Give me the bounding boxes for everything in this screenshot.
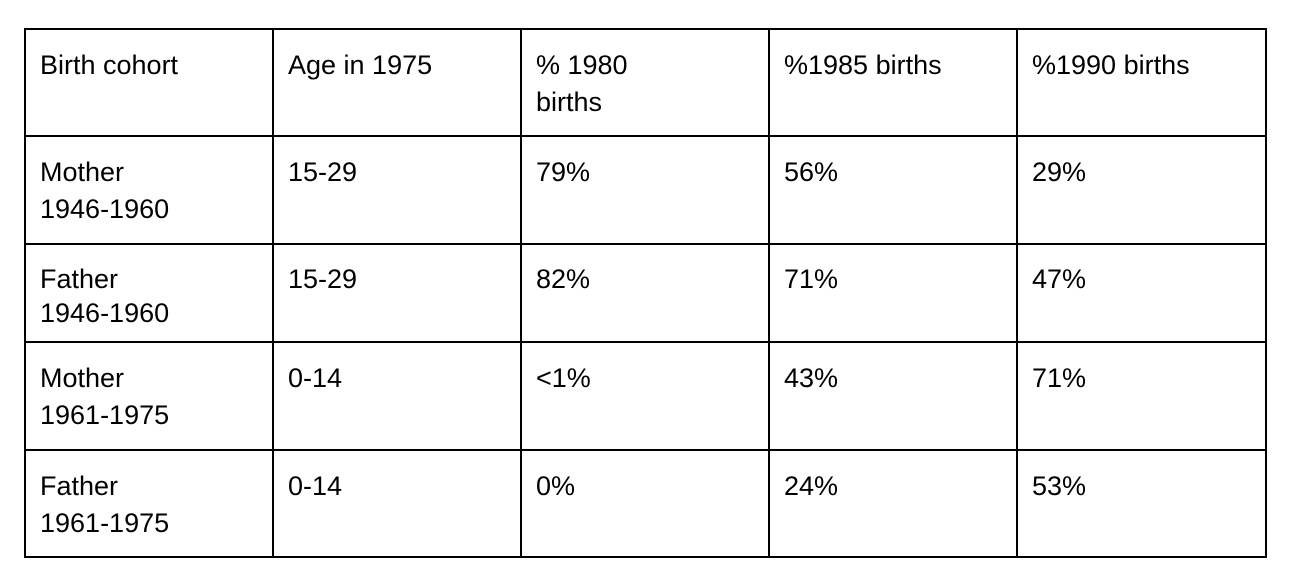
cell-1985: 56%: [768, 135, 1018, 245]
header-1980-line-1: % 1980: [536, 50, 628, 80]
cell-1985: 24%: [768, 449, 1018, 558]
table-row: Mother 1946-1960 15-29 79% 56% 29%: [24, 135, 1267, 245]
cohort-years: 1961-1975: [40, 508, 170, 538]
cell-1990: 71%: [1016, 341, 1267, 451]
header-1980-births: % 1980 births: [520, 28, 770, 137]
cell-cohort: Father 1961-1975: [24, 449, 274, 558]
header-1990-births: %1990 births: [1016, 28, 1267, 137]
cohort-parent: Father: [40, 264, 119, 294]
cell-1990: 53%: [1016, 449, 1267, 558]
cell-1990: 29%: [1016, 135, 1267, 245]
header-1985-births: %1985 births: [768, 28, 1018, 137]
cell-cohort: Mother 1946-1960: [24, 135, 274, 245]
table-row: Father 1946-1960 15-29 82% 71% 47%: [24, 243, 1267, 343]
cell-age: 0-14: [272, 341, 522, 451]
cohort-parent: Father: [40, 471, 119, 501]
cell-1985: 71%: [768, 243, 1018, 343]
cell-cohort: Mother 1961-1975: [24, 341, 274, 451]
cell-1990: 47%: [1016, 243, 1267, 343]
cell-age: 15-29: [272, 135, 522, 245]
cohort-years: 1961-1975: [40, 400, 170, 430]
header-birth-cohort: Birth cohort: [24, 28, 274, 137]
cell-cohort: Father 1946-1960: [24, 243, 274, 343]
cell-1980: 0%: [520, 449, 770, 558]
table-row: Mother 1961-1975 0-14 <1% 43% 71%: [24, 341, 1267, 451]
cohort-parent: Mother: [40, 157, 125, 187]
birth-cohort-table: Birth cohort Age in 1975 % 1980 births %…: [24, 28, 1267, 558]
cell-1980: 79%: [520, 135, 770, 245]
header-1980-line-2: births: [536, 87, 603, 117]
cohort-years: 1946-1960: [40, 194, 170, 224]
header-age-in-1975: Age in 1975: [272, 28, 522, 137]
cell-1980: <1%: [520, 341, 770, 451]
cell-age: 15-29: [272, 243, 522, 343]
cell-age: 0-14: [272, 449, 522, 558]
cohort-parent: Mother: [40, 363, 125, 393]
table-header-row: Birth cohort Age in 1975 % 1980 births %…: [24, 28, 1267, 137]
table-row: Father 1961-1975 0-14 0% 24% 53%: [24, 449, 1267, 558]
cell-1985: 43%: [768, 341, 1018, 451]
cell-1980: 82%: [520, 243, 770, 343]
cohort-years: 1946-1960: [40, 298, 170, 328]
